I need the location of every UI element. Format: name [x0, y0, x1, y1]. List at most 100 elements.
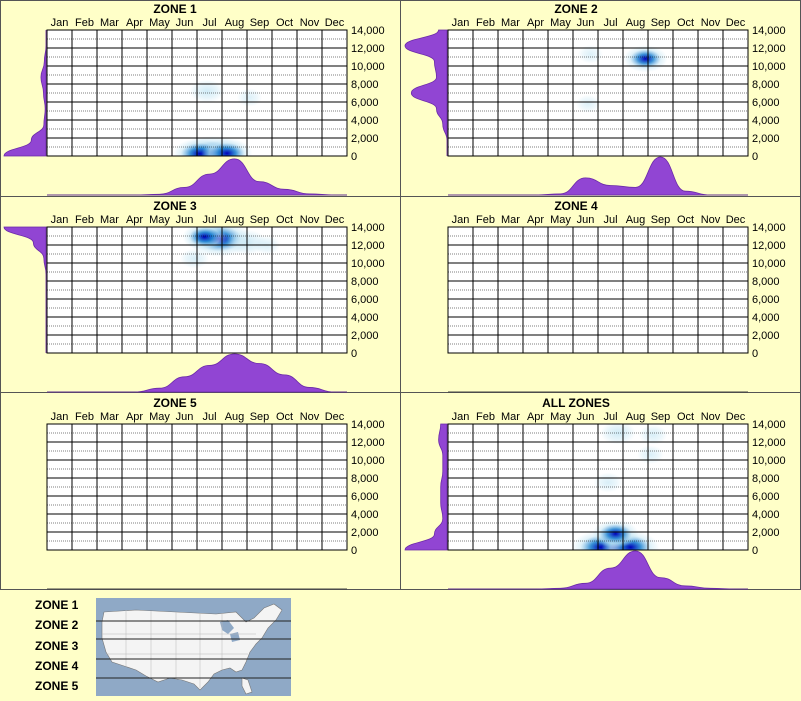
heat-spot — [577, 45, 604, 64]
heat-spot — [623, 45, 668, 73]
y-tick-label: 14,000 — [752, 25, 786, 37]
y-tick-label: 8,000 — [351, 473, 379, 485]
y-tick-label: 10,000 — [351, 61, 385, 73]
y-tick-label: 6,000 — [351, 491, 379, 503]
elevation-density-curve — [404, 423, 448, 551]
month-label: May — [550, 411, 571, 423]
month-label: Feb — [75, 214, 94, 226]
plot-border — [46, 423, 348, 551]
month-label: Oct — [677, 214, 694, 226]
month-label: Sep — [250, 214, 270, 226]
heat-spot — [180, 248, 209, 269]
y-tick-label: 4,000 — [351, 115, 379, 127]
plot-border — [447, 226, 749, 354]
chart-panel-4: ZONE 4 Jan Feb Mar Apr May Jun Jul Aug Sep Oct Nov D… — [447, 199, 786, 393]
month-label: Nov — [701, 17, 721, 29]
month-label: Apr — [126, 411, 143, 423]
month-label: Nov — [701, 214, 721, 226]
month-label: Oct — [677, 411, 694, 423]
chart-panel-6: ALL ZONES Jan Feb Mar Apr May Jun Jul Aug Sep Oct N… — [404, 396, 786, 590]
month-label: Nov — [701, 411, 721, 423]
y-tick-label: 10,000 — [752, 455, 786, 467]
y-tick-label: 12,000 — [351, 43, 385, 55]
month-label: Apr — [527, 214, 544, 226]
y-tick-label: 10,000 — [752, 61, 786, 73]
heat-spot — [600, 424, 636, 445]
month-label: May — [149, 411, 170, 423]
y-tick-label: 0 — [351, 151, 357, 163]
month-label: Jul — [603, 17, 617, 29]
y-tick-label: 0 — [351, 348, 357, 360]
us-map-image — [96, 603, 291, 695]
y-tick-label: 6,000 — [752, 294, 780, 306]
month-label: Nov — [300, 411, 320, 423]
month-label: Jun — [176, 214, 194, 226]
month-label: Mar — [501, 214, 520, 226]
zone-label-3: ZONE 3 — [35, 639, 79, 653]
chart-panel-1: ZONE 1 Jan Feb Mar Apr May Jun Jul Aug Sep Oct Nov D… — [3, 2, 385, 196]
y-tick-label: 4,000 — [351, 509, 379, 521]
elevation-density-curve — [404, 29, 448, 156]
month-label: Jan — [51, 411, 69, 423]
month-label: Sep — [651, 411, 671, 423]
month-label: Jul — [603, 411, 617, 423]
month-label: Jul — [603, 214, 617, 226]
y-tick-label: 2,000 — [351, 527, 379, 539]
month-label: Feb — [75, 411, 94, 423]
month-label: Feb — [75, 17, 94, 29]
y-tick-label: 12,000 — [351, 437, 385, 449]
month-label: Mar — [100, 411, 119, 423]
y-tick-label: 12,000 — [351, 240, 385, 252]
us-zone-map — [96, 598, 291, 696]
y-tick-label: 0 — [351, 545, 357, 557]
month-label: Aug — [225, 17, 245, 29]
zone-label-5: ZONE 5 — [35, 679, 79, 693]
month-label: May — [149, 17, 170, 29]
month-label: Dec — [726, 411, 746, 423]
y-tick-label: 2,000 — [752, 527, 780, 539]
plot-border — [447, 423, 749, 551]
month-label: Sep — [250, 17, 270, 29]
y-tick-label: 8,000 — [351, 276, 379, 288]
month-label: Mar — [501, 411, 520, 423]
y-tick-label: 0 — [752, 151, 758, 163]
month-label: Apr — [527, 411, 544, 423]
month-label: Jan — [452, 17, 470, 29]
heat-spot — [236, 88, 263, 107]
month-label: Aug — [626, 214, 646, 226]
zone-label-4: ZONE 4 — [35, 659, 79, 673]
y-tick-label: 14,000 — [752, 419, 786, 431]
chart-title: ZONE 4 — [554, 199, 598, 213]
month-label: Aug — [225, 411, 245, 423]
month-label: Aug — [626, 17, 646, 29]
month-label: May — [550, 17, 571, 29]
chart-title: ZONE 5 — [153, 396, 197, 410]
month-label: Dec — [325, 17, 345, 29]
y-tick-label: 12,000 — [752, 437, 786, 449]
month-label: Apr — [126, 214, 143, 226]
month-label: Dec — [325, 214, 345, 226]
state-lines — [102, 610, 256, 688]
chart-panel-3: ZONE 3 Jan Feb Mar Apr May Jun Jul Aug Sep Oct Nov D… — [3, 199, 385, 393]
month-label: Nov — [300, 214, 320, 226]
y-tick-label: 2,000 — [752, 330, 780, 342]
y-tick-label: 14,000 — [351, 419, 385, 431]
y-tick-label: 4,000 — [351, 312, 379, 324]
month-label: Nov — [300, 17, 320, 29]
month-label: Jan — [452, 214, 470, 226]
month-label: Sep — [250, 411, 270, 423]
chart-panel-2: ZONE 2 Jan Feb Mar Apr May Jun Jul Aug Sep Oct Nov D… — [404, 2, 786, 196]
month-label: Jan — [51, 214, 69, 226]
y-tick-label: 14,000 — [752, 222, 786, 234]
chart-title: ZONE 1 — [153, 2, 197, 16]
heat-spot — [575, 94, 601, 113]
month-label: Jul — [202, 17, 216, 29]
month-label: Jul — [202, 411, 216, 423]
y-tick-label: 0 — [752, 545, 758, 557]
chart-panel-5: ZONE 5 Jan Feb Mar Apr May Jun Jul Aug Sep Oct Nov D… — [46, 396, 385, 590]
heat-layer — [571, 424, 668, 550]
month-label: Jan — [51, 17, 69, 29]
month-label: Aug — [225, 214, 245, 226]
y-tick-label: 2,000 — [752, 133, 780, 145]
y-tick-label: 12,000 — [752, 43, 786, 55]
